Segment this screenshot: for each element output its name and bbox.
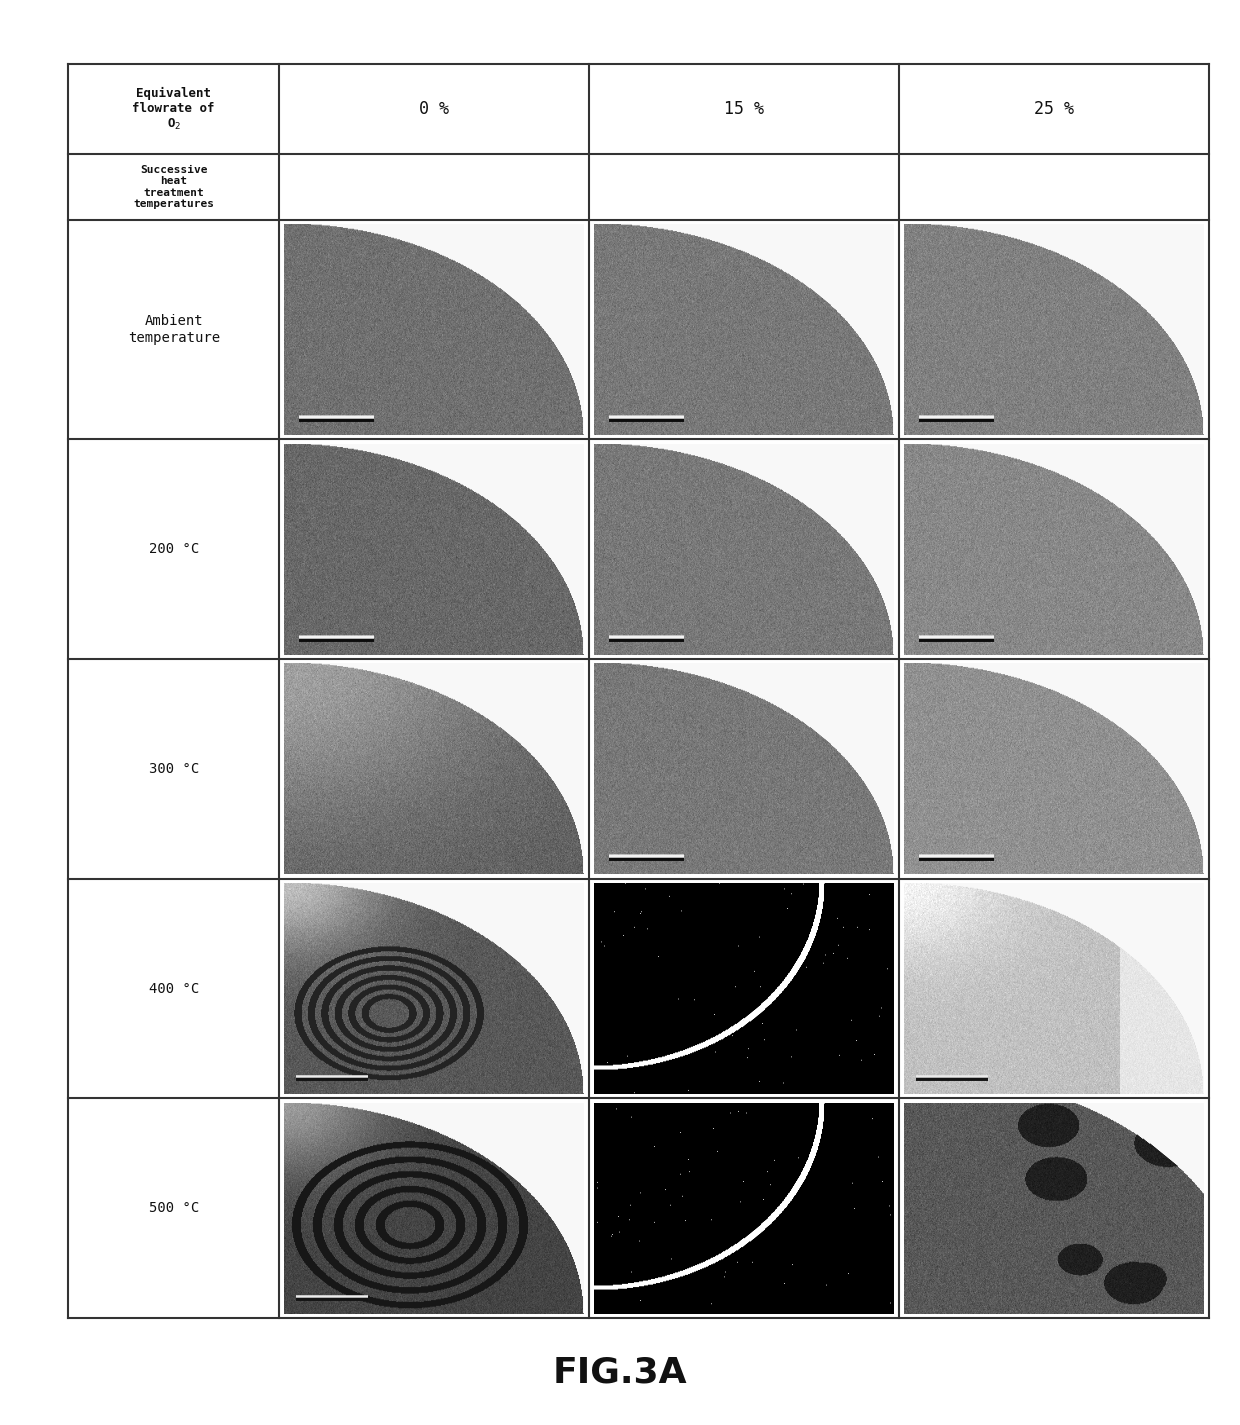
Text: Equivalent
flowrate of
O$_2$: Equivalent flowrate of O$_2$ <box>133 87 215 133</box>
Text: 0 %: 0 % <box>419 100 449 118</box>
Text: 300 °C: 300 °C <box>149 762 198 775</box>
Text: FIG.3A: FIG.3A <box>553 1355 687 1389</box>
Text: 15 %: 15 % <box>724 100 764 118</box>
Text: 200 °C: 200 °C <box>149 542 198 556</box>
Text: 400 °C: 400 °C <box>149 982 198 996</box>
Text: Successive
heat
treatment
temperatures: Successive heat treatment temperatures <box>133 165 215 209</box>
Text: 500 °C: 500 °C <box>149 1201 198 1216</box>
Text: Ambient
temperature: Ambient temperature <box>128 315 219 345</box>
Text: 25 %: 25 % <box>1034 100 1074 118</box>
